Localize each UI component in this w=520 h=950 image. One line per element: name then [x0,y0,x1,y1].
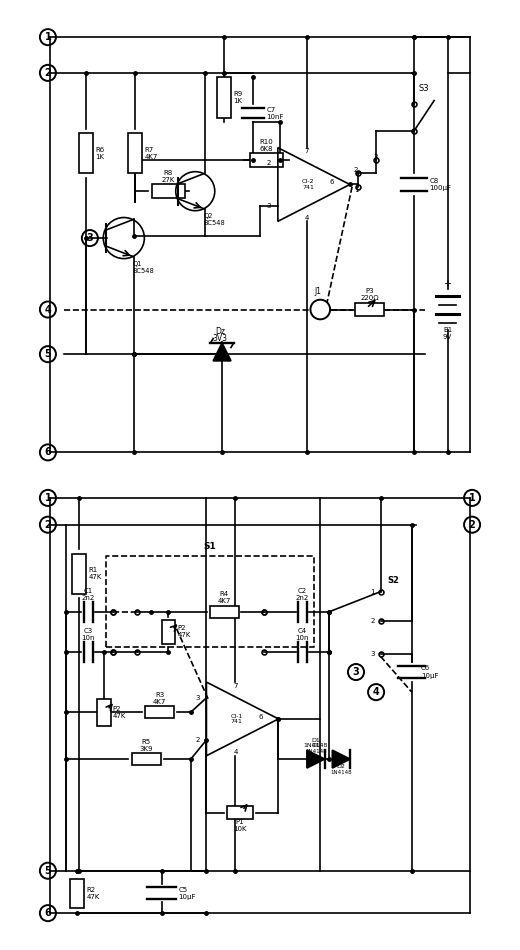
Bar [79,133,93,173]
Bar [145,706,174,718]
Text: 3: 3 [371,651,375,657]
Text: C5
10μF: C5 10μF [178,886,196,900]
Text: P2
47K: P2 47K [113,706,126,719]
Text: +: + [444,278,451,289]
Text: 1: 1 [45,32,51,42]
Text: 3V3: 3V3 [212,334,227,343]
Text: R1
47K: R1 47K [88,567,102,580]
Text: R8
27K: R8 27K [162,170,175,183]
Text: 10μF: 10μF [421,674,438,679]
Bar [128,133,142,173]
Text: D1: D1 [311,743,320,748]
Text: P3
220Ω: P3 220Ω [360,288,379,301]
Polygon shape [307,750,325,768]
Bar [132,752,161,766]
Text: R10
6K8: R10 6K8 [260,139,274,152]
Text: R9
1K: R9 1K [233,91,243,104]
Text: 1: 1 [469,493,475,503]
Text: 5: 5 [45,350,51,359]
Text: P2
47K: P2 47K [177,625,191,638]
Text: 1N4148: 1N4148 [305,749,327,753]
Text: R7
4K7: R7 4K7 [145,146,158,160]
Text: 3: 3 [195,694,200,701]
Text: C1
2n2: C1 2n2 [82,588,95,600]
Text: C3
10n: C3 10n [81,628,95,640]
Text: 6: 6 [45,447,51,457]
Text: C7
10nF: C7 10nF [267,106,284,120]
Text: 6: 6 [330,180,334,185]
Bar [152,184,185,198]
Text: 6: 6 [45,908,51,918]
Polygon shape [213,343,231,361]
Text: 6: 6 [258,713,263,720]
Text: R3
4K7: R3 4K7 [153,692,166,705]
Text: 1: 1 [371,589,375,595]
Text: B1
9V: B1 9V [443,328,452,340]
Text: S2: S2 [387,576,399,585]
Text: 7: 7 [233,683,238,689]
Text: D1
1N4148: D1 1N4148 [304,737,328,749]
Text: R6
1K: R6 1K [95,146,105,160]
Text: 1N4148: 1N4148 [330,770,352,775]
Text: 5: 5 [45,865,51,876]
Text: CI-2
741: CI-2 741 [302,180,314,190]
Text: 3: 3 [374,154,379,160]
Text: Dz: Dz [215,328,225,336]
Text: Q2
BC548: Q2 BC548 [204,213,226,226]
Text: 1: 1 [45,493,51,503]
Text: R4
4K7: R4 4K7 [217,591,231,604]
Bar [97,699,111,726]
Text: 3: 3 [267,202,271,209]
Bar [72,554,86,594]
Text: 2: 2 [45,520,51,530]
Text: C6: C6 [421,665,430,671]
Bar [227,807,253,819]
Text: 2: 2 [196,737,200,743]
Text: 2: 2 [354,167,358,173]
Text: 4: 4 [45,305,51,314]
Text: 2: 2 [469,520,475,530]
Text: R5
3K9: R5 3K9 [139,738,153,751]
Text: 4: 4 [373,687,380,697]
Polygon shape [332,750,350,768]
Bar [70,879,84,907]
Text: R2
47K: R2 47K [86,886,100,900]
Bar [162,619,175,644]
Text: 2: 2 [45,67,51,78]
Text: 7: 7 [305,148,309,154]
Text: D2: D2 [337,765,346,770]
Text: 2: 2 [267,161,271,166]
Text: 2: 2 [371,618,375,624]
Text: 1: 1 [354,187,358,193]
Bar [210,605,239,618]
Bar [355,303,384,316]
Text: P1
10K: P1 10K [233,819,246,832]
Text: C8
100μF: C8 100μF [430,178,452,191]
Text: 3: 3 [86,233,93,243]
Text: C2
2n2: C2 2n2 [296,588,309,600]
Bar [217,77,231,118]
Text: S1: S1 [203,542,216,551]
Text: 3: 3 [353,667,359,677]
Text: S3: S3 [419,84,429,93]
Text: 4: 4 [305,215,309,220]
Bar [250,153,283,166]
Text: CI-1
741: CI-1 741 [230,713,243,724]
Text: Q1
BC548: Q1 BC548 [133,261,154,275]
Text: C4
10n: C4 10n [296,628,309,640]
Text: 4: 4 [233,749,238,755]
Text: J1: J1 [315,287,321,296]
